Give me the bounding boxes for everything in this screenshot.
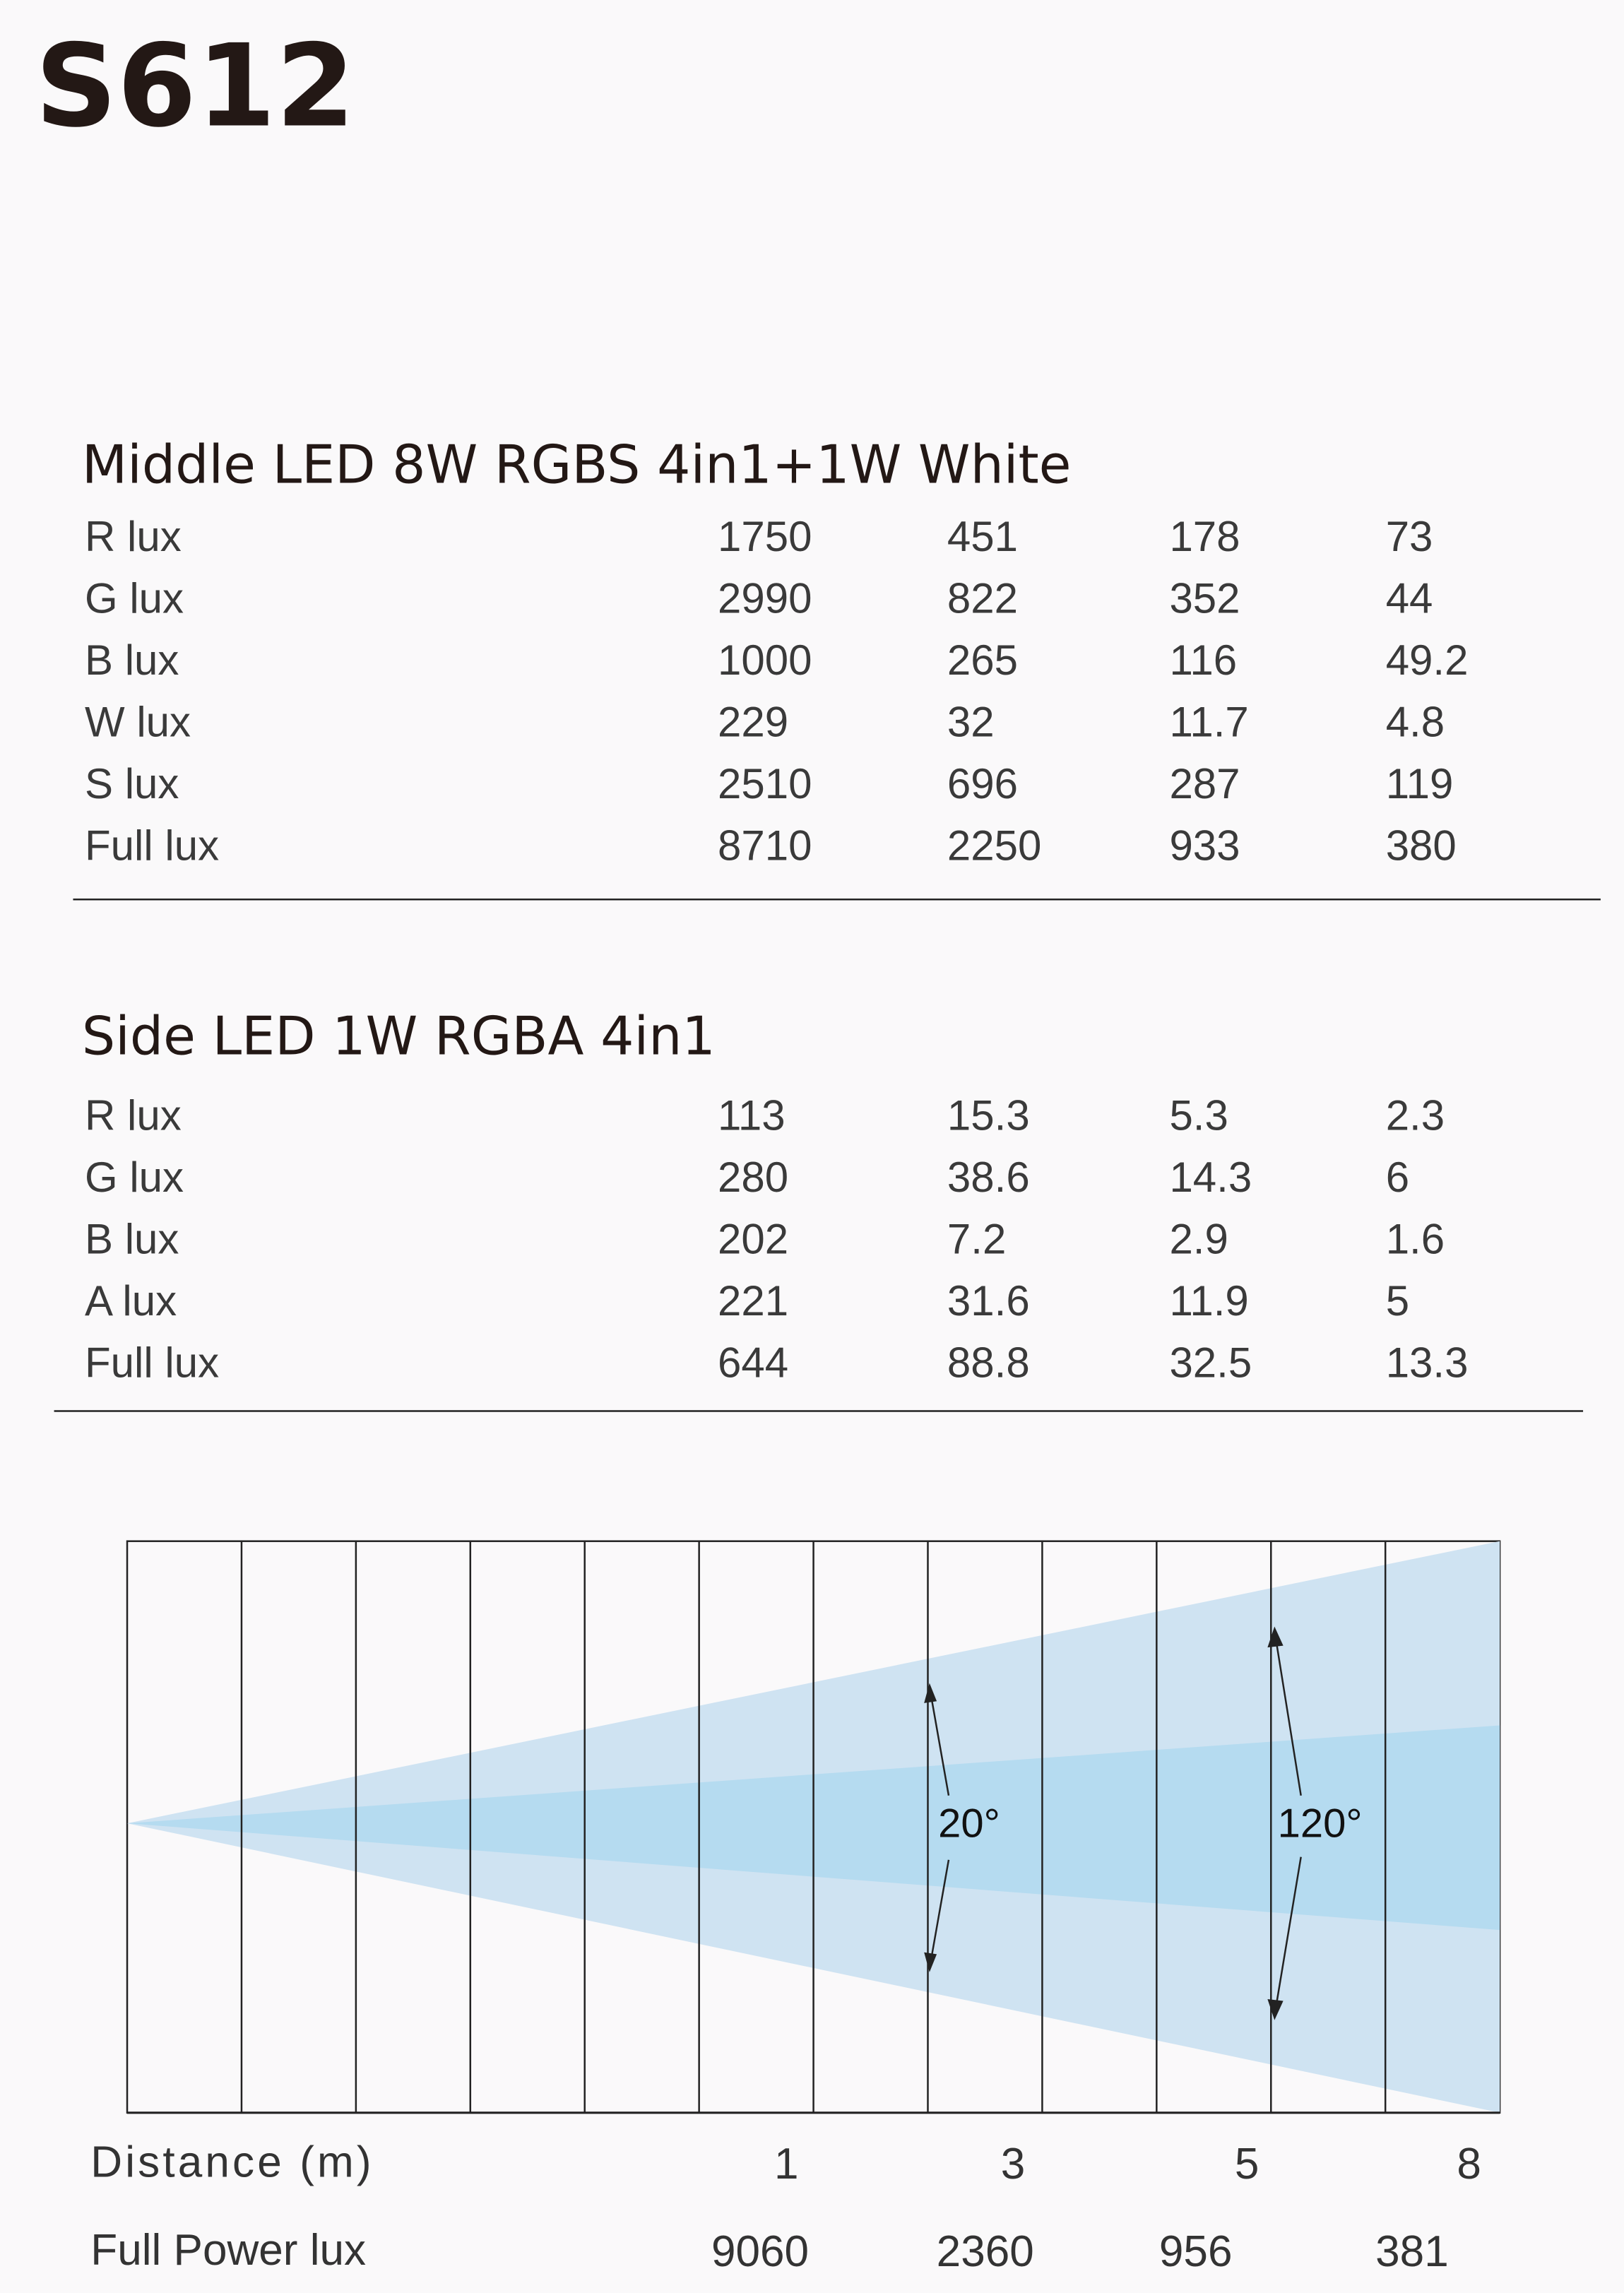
row-label: B lux — [85, 1216, 179, 1263]
table-cell: 7.2 — [947, 1216, 1006, 1263]
lux-value: 9060 — [711, 2227, 809, 2276]
row-label: S lux — [85, 760, 179, 807]
table-cell: 1000 — [718, 636, 812, 684]
table-cell: 265 — [947, 636, 1018, 684]
lux-label: Full Power lux — [90, 2226, 366, 2275]
table-cell: 2990 — [718, 575, 812, 622]
row-label: G lux — [85, 575, 184, 622]
row-label: Full lux — [85, 1339, 219, 1387]
row-label: W lux — [85, 699, 191, 746]
table-cell: 451 — [947, 513, 1018, 560]
row-label: B lux — [85, 636, 179, 684]
table-cell: 352 — [1169, 575, 1240, 622]
lux-value: 2360 — [937, 2227, 1034, 2276]
row-label: Full lux — [85, 822, 219, 870]
table-cell: 11.9 — [1169, 1277, 1248, 1325]
table-cell: 31.6 — [947, 1277, 1030, 1325]
table-cell: 5 — [1386, 1277, 1409, 1325]
table-cell: 933 — [1169, 822, 1240, 870]
distance-value: 1 — [774, 2140, 799, 2188]
table-cell: 1750 — [718, 513, 812, 560]
arrow — [1275, 1640, 1302, 1796]
beam-diagram: 20° 120° — [126, 1540, 1501, 2114]
table-cell: 2.3 — [1386, 1092, 1445, 1139]
table-cell: 88.8 — [947, 1339, 1030, 1387]
distance-value: 3 — [1001, 2140, 1026, 2188]
row-label: A lux — [85, 1277, 177, 1325]
table-cell: 2250 — [947, 822, 1041, 870]
table-cell: 202 — [718, 1216, 788, 1263]
table-cell: 49.2 — [1386, 636, 1469, 684]
arrowhead — [1267, 1626, 1284, 1648]
table-cell: 644 — [718, 1339, 788, 1387]
table-cell: 119 — [1386, 760, 1454, 807]
arrowhead — [924, 1683, 937, 1703]
beam-angle: 20° — [938, 1801, 1000, 1847]
field-angle: 120° — [1278, 1801, 1363, 1847]
arrowhead — [1267, 1999, 1284, 2020]
table-cell: 44 — [1386, 575, 1433, 622]
table-cell: 113 — [718, 1092, 786, 1139]
arrow — [1275, 1856, 1302, 2006]
table-cell: 2510 — [718, 760, 812, 807]
lux-value: 956 — [1159, 2227, 1233, 2276]
table-cell: 280 — [718, 1154, 788, 1201]
title: S612 — [35, 20, 355, 153]
distance-value: 5 — [1235, 2140, 1260, 2188]
row-label: R lux — [85, 1092, 182, 1139]
table-cell: 229 — [718, 699, 788, 746]
table-cell: 380 — [1386, 822, 1457, 870]
table-cell: 4.8 — [1386, 699, 1445, 746]
row-label: G lux — [85, 1154, 184, 1201]
table-cell: 8710 — [718, 822, 812, 870]
table-cell: 5.3 — [1169, 1092, 1228, 1139]
distance-label: Distance (m) — [90, 2138, 374, 2187]
table-cell: 2.9 — [1169, 1216, 1228, 1263]
distance-value: 8 — [1457, 2140, 1481, 2188]
table-cell: 38.6 — [947, 1154, 1030, 1201]
table-cell: 696 — [947, 760, 1018, 807]
table-cell: 15.3 — [947, 1092, 1030, 1139]
table-cell: 178 — [1169, 513, 1240, 560]
table-cell: 32.5 — [1169, 1339, 1252, 1387]
table-cell: 1.6 — [1386, 1216, 1445, 1263]
table-cell: 11.7 — [1169, 699, 1248, 746]
table-cell: 822 — [947, 575, 1018, 622]
lux-value: 381 — [1375, 2227, 1449, 2276]
table-heading: Middle LED 8W RGBS 4in1+1W White — [82, 434, 1072, 495]
table-cell: 287 — [1169, 760, 1240, 807]
table-heading: Side LED 1W RGBA 4in1 — [82, 1005, 716, 1067]
table-cell: 32 — [947, 699, 995, 746]
arrowhead — [924, 1952, 937, 1972]
table-cell: 13.3 — [1386, 1339, 1469, 1387]
table-cell: 221 — [718, 1277, 788, 1325]
row-label: R lux — [85, 513, 182, 560]
arrow — [930, 1695, 950, 1796]
table-cell: 116 — [1169, 636, 1237, 684]
arrow — [930, 1859, 950, 1960]
table-cell: 73 — [1386, 513, 1433, 560]
table-cell: 14.3 — [1169, 1154, 1252, 1201]
table-cell: 6 — [1386, 1154, 1409, 1201]
